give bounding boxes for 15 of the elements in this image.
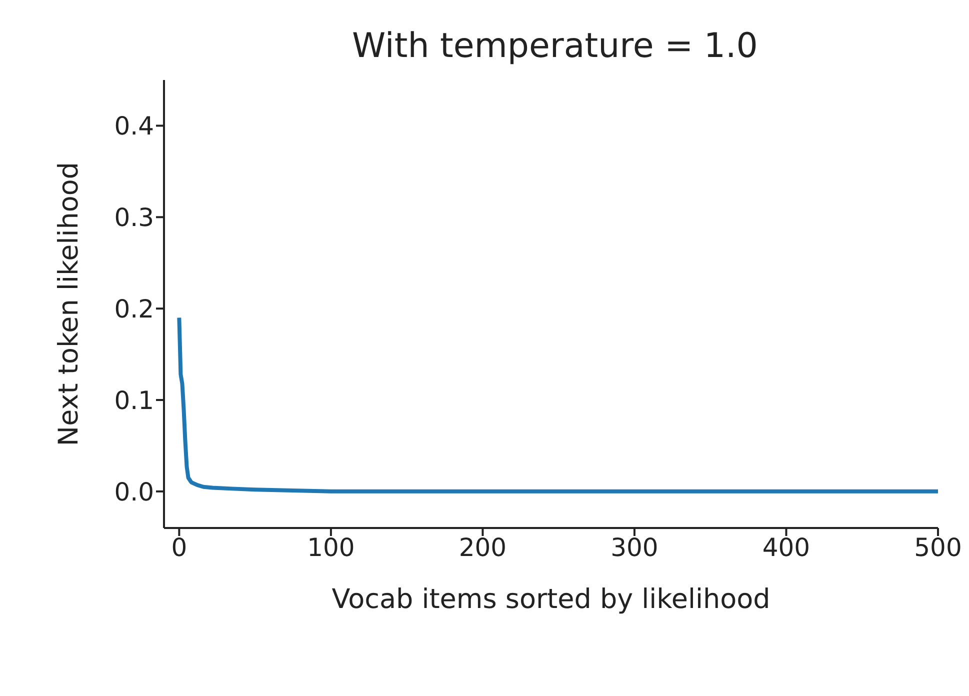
y-tick-label: 0.1 [114, 386, 154, 415]
x-tick-label: 200 [458, 532, 507, 562]
chart-title: With temperature = 1.0 [351, 26, 759, 66]
x-tick-label: 100 [307, 532, 355, 562]
y-tick-label: 0.3 [114, 203, 154, 232]
x-axis-title: Vocab items sorted by likelihood [332, 584, 770, 615]
y-axis-title: Next token likelihood [54, 162, 85, 446]
y-tick-label: 0.4 [114, 112, 154, 141]
y-tick-label: 0.2 [114, 294, 154, 324]
x-tick-label: 0 [171, 532, 188, 562]
y-tick-label: 0.0 [114, 477, 154, 506]
x-tick-label: 400 [762, 532, 810, 562]
x-tick-label: 500 [914, 532, 962, 562]
x-tick-label: 300 [610, 532, 658, 562]
line-series [177, 316, 938, 494]
